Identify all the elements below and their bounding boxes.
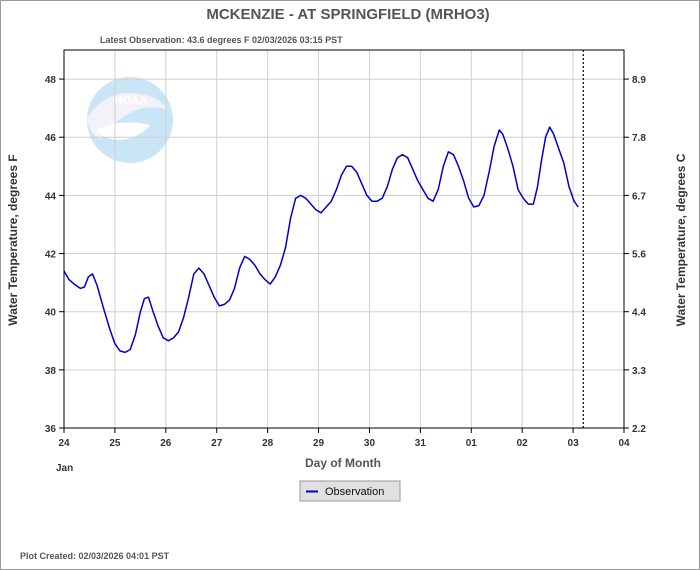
legend-label: Observation <box>325 486 384 498</box>
x-tick-label: 26 <box>160 438 172 449</box>
plot-border <box>63 49 625 429</box>
y2-tick-label: 7.8 <box>632 133 646 144</box>
chart-subtitle: Latest Observation: 43.6 degrees F 02/03… <box>100 35 343 45</box>
x-tick-label: 31 <box>415 438 427 449</box>
month-label: Jan <box>56 463 73 474</box>
noaa-logo: NOAA <box>87 77 173 163</box>
legend: Observation <box>299 480 401 502</box>
x-axis-label: Day of Month <box>305 456 381 470</box>
y2-axis-label: Water Temperature, degrees C <box>674 153 688 326</box>
y-tick-label: 36 <box>45 424 57 435</box>
y2-tick-label: 4.4 <box>632 308 646 319</box>
x-tick-label: 25 <box>109 438 121 449</box>
x-tick-label: 03 <box>568 438 580 449</box>
y-tick-label: 42 <box>45 250 57 261</box>
ticks: 24 25 26 27 28 29 30 31 01 02 03 04 36 2.2 38 3.3 40 4.4 4… <box>45 75 646 449</box>
y-tick-label: 38 <box>45 366 57 377</box>
series-line-observation <box>63 126 579 354</box>
y-tick-label: 44 <box>45 191 57 202</box>
y2-tick-label: 3.3 <box>632 366 646 377</box>
y-tick-label: 46 <box>45 133 57 144</box>
x-tick-label: 01 <box>466 438 478 449</box>
x-tick-label: 29 <box>313 438 325 449</box>
y-tick-label: 48 <box>45 75 57 86</box>
grid <box>64 50 624 428</box>
plot-created: Plot Created: 02/03/2026 04:01 PST <box>20 551 170 561</box>
x-tick-label: 24 <box>58 438 70 449</box>
y-tick-label: 40 <box>45 308 57 319</box>
y2-tick-label: 5.6 <box>632 250 646 261</box>
legend-box <box>299 480 401 502</box>
x-tick-label: 02 <box>517 438 529 449</box>
x-tick-label: 28 <box>262 438 274 449</box>
x-tick-label: 04 <box>618 438 630 449</box>
x-tick-label: 27 <box>211 438 223 449</box>
noaa-logo-text: NOAA <box>115 95 147 107</box>
chart-title: MCKENZIE - AT SPRINGFIELD (MRHO3) <box>206 6 489 23</box>
y2-tick-label: 6.7 <box>632 191 646 202</box>
y-axis-label: Water Temperature, degrees F <box>6 154 20 325</box>
y2-tick-label: 8.9 <box>632 75 646 86</box>
series-layer <box>63 126 579 354</box>
y2-tick-label: 2.2 <box>632 424 646 435</box>
x-tick-label: 30 <box>364 438 376 449</box>
